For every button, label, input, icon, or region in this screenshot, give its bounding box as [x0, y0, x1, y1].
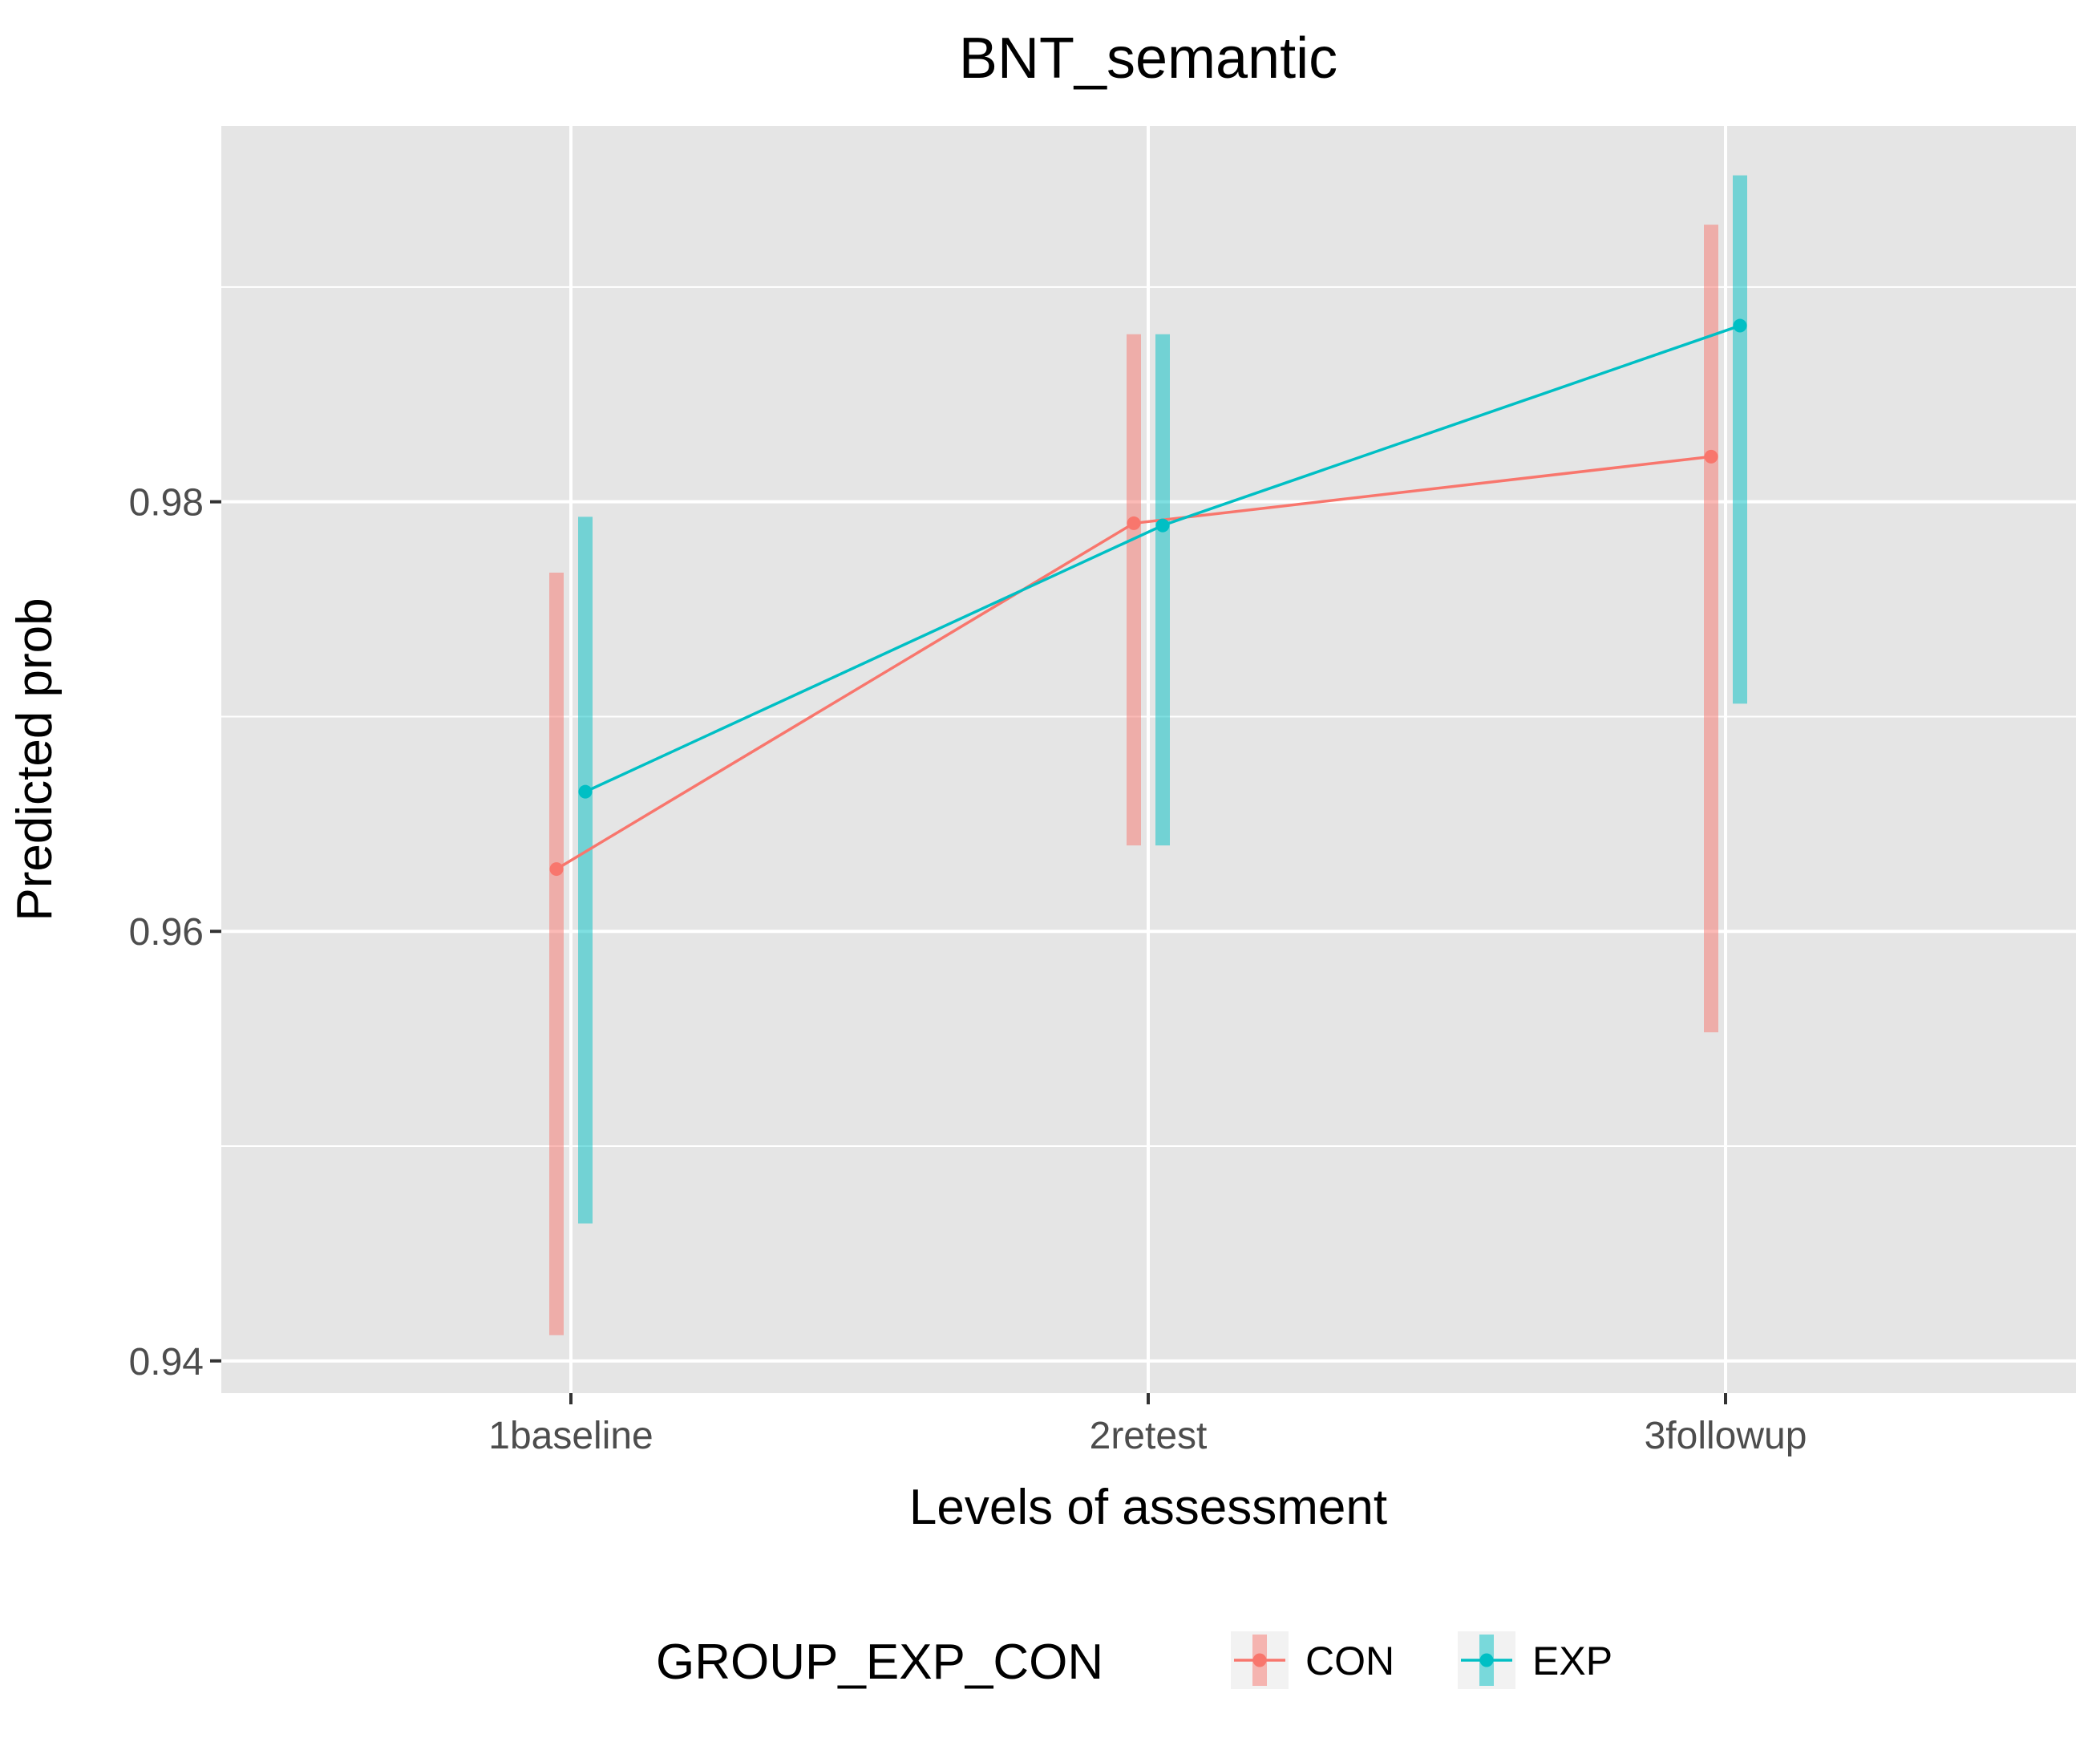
legend-label-exp: EXP [1532, 1639, 1612, 1683]
data-point-con [1127, 516, 1141, 530]
legend-label-con: CON [1305, 1639, 1394, 1683]
y-tick-label: 0.96 [129, 911, 204, 954]
x-tick-label: 2retest [1090, 1415, 1208, 1457]
y-axis: 0.94 0.96 0.98 [129, 482, 221, 1383]
legend-title: GROUP_EXP_CON [656, 1635, 1103, 1690]
series-points [549, 318, 1747, 877]
x-axis: 1baseline 2retest 3followup [488, 1393, 1807, 1457]
legend-key-point [1252, 1653, 1267, 1667]
y-tick-label: 0.98 [129, 482, 204, 525]
chart-title: BNT_semantic [959, 26, 1337, 91]
x-tick-label: 3followup [1645, 1415, 1807, 1457]
legend: GROUP_EXP_CON CON EXP [656, 1631, 1612, 1690]
grid-major [221, 126, 2076, 1393]
x-tick-label: 1baseline [488, 1415, 653, 1457]
y-axis-title: Predicted prob [7, 598, 63, 921]
data-point-exp [1733, 318, 1747, 333]
data-point-exp [1155, 518, 1170, 533]
x-axis-title: Levels of assessment [909, 1480, 1387, 1535]
data-point-con [549, 862, 564, 877]
data-point-con [1704, 449, 1718, 464]
y-tick-label: 0.94 [129, 1341, 204, 1383]
data-point-exp [578, 784, 593, 799]
legend-key-point [1479, 1653, 1494, 1667]
error-bars [549, 175, 1747, 1335]
